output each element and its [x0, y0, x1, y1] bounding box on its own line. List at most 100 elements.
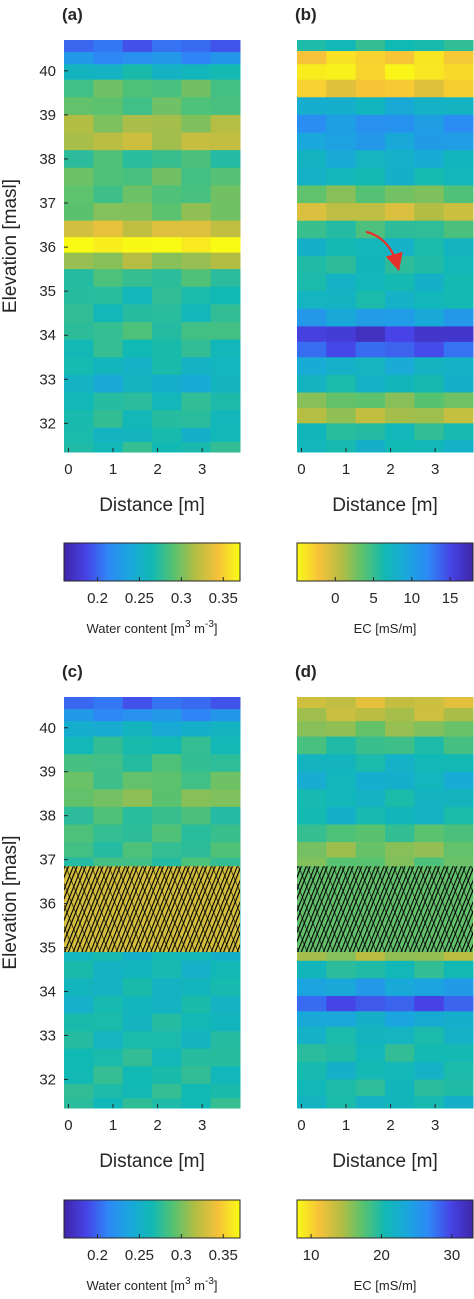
heatmap-cell: [355, 439, 386, 453]
heatmap-cell: [152, 1066, 182, 1085]
heatmap-cell: [64, 52, 94, 65]
heatmap-cell: [181, 114, 212, 134]
heatmap-cell: [385, 995, 415, 1012]
heatmap-cell: [385, 132, 415, 151]
heatmap-cell: [443, 132, 474, 151]
x-axis-label: Distance [m]: [332, 1151, 438, 1172]
heatmap-cell: [443, 392, 474, 409]
heatmap-cell: [297, 806, 327, 825]
heatmap-cell: [355, 978, 386, 997]
heatmap-cell: [64, 269, 94, 288]
heatmap-cell: [93, 1048, 124, 1067]
heatmap-cell: [385, 150, 415, 169]
heatmap-cell: [93, 442, 124, 453]
heatmap-cell: [443, 824, 474, 843]
y-tick-label: 39: [39, 764, 56, 781]
y-tick-label: 32: [39, 1071, 56, 1088]
heatmap-cell: [414, 754, 445, 773]
heatmap-cell: [122, 1098, 153, 1109]
heatmap-cell: [385, 308, 415, 327]
heatmap-cell: [326, 150, 357, 169]
heatmap-cell: [385, 185, 415, 204]
heatmap-cell: [181, 322, 212, 341]
heatmap-cell: [152, 736, 182, 755]
heatmap-cell: [385, 220, 415, 239]
heatmap-cell: [355, 114, 386, 134]
heatmap-cell: [443, 326, 474, 343]
heatmap-cell: [181, 842, 212, 858]
heatmap-cell: [64, 220, 94, 238]
heatmap-cell: [181, 1098, 212, 1109]
heatmap-cell: [297, 326, 327, 343]
heatmap-cell: [210, 789, 241, 808]
heatmap-cell: [297, 842, 327, 858]
colorbar-tick-label: 10: [403, 590, 420, 607]
heatmap-cell: [414, 771, 445, 790]
heatmap-cell: [152, 960, 182, 979]
panel-label: (d): [295, 662, 317, 681]
heatmap-cell: [297, 1061, 327, 1080]
heatmap-cell: [181, 220, 212, 238]
heatmap-cell: [181, 40, 212, 53]
heatmap-cell: [210, 754, 241, 773]
heatmap-cell: [297, 736, 327, 755]
heatmap-cell: [64, 167, 94, 186]
heatmap-cell: [122, 824, 153, 843]
heatmap-cell: [152, 322, 182, 341]
heatmap-cell: [181, 185, 212, 204]
heatmap-cell: [152, 995, 182, 1014]
heatmap-cell: [297, 721, 327, 738]
colorbar: [296, 542, 474, 582]
heatmap-cell: [297, 185, 327, 204]
colorbar-tick-label: 30: [444, 1247, 461, 1264]
heatmap-cell: [443, 341, 474, 358]
heatmap-cell: [326, 1044, 357, 1063]
heatmap-cell: [210, 392, 241, 411]
heatmap-cell: [210, 374, 241, 394]
heatmap-cell: [326, 1011, 357, 1028]
heatmap-cell: [122, 1066, 153, 1085]
heatmap-cell: [152, 203, 182, 222]
heatmap-cell: [181, 824, 212, 843]
heatmap-cell: [414, 40, 445, 52]
heatmap-cell: [385, 374, 415, 394]
heatmap-cell: [414, 374, 445, 394]
heatmap-cell: [152, 824, 182, 843]
heatmap-cell: [64, 392, 94, 411]
heatmap-cell: [64, 150, 94, 169]
heatmap-cell: [297, 374, 327, 394]
colorbar-tick-label: 0.3: [171, 1247, 192, 1264]
heatmap-cell: [355, 291, 386, 310]
heatmap-cell: [122, 842, 153, 858]
heatmap-cell: [414, 132, 445, 151]
panel-a: 0 1 2 3 Distance [m] 32 33 34 35 36 37 38 39 40 Elevat…: [0, 5, 241, 636]
heatmap-cell: [210, 269, 241, 288]
heatmap-cell: [122, 52, 153, 65]
heatmap-cell: [385, 79, 415, 98]
heatmap-cell: [414, 203, 445, 222]
heatmap-cell: [181, 304, 212, 323]
heatmap-cell: [414, 97, 445, 116]
heatmap-cell: [355, 238, 386, 257]
heatmap-cell: [355, 308, 386, 327]
heatmap-cell: [122, 150, 153, 169]
heatmap-cell: [64, 185, 94, 204]
heatmap-cell: [122, 64, 153, 81]
heatmap-cell: [181, 374, 212, 394]
heatmap-cell: [414, 1044, 445, 1063]
heatmap-cell: [326, 771, 357, 790]
heatmap-cell: [122, 978, 153, 997]
heatmap-cell: [326, 995, 357, 1012]
heatmap-cell: [152, 374, 182, 394]
heatmap-cell: [385, 114, 415, 134]
heatmap-cell: [210, 978, 241, 997]
heatmap-cell: [355, 1095, 386, 1109]
heatmap-cell: [355, 374, 386, 394]
heatmap-cell: [414, 79, 445, 98]
heatmap-cell: [64, 995, 94, 1014]
heatmap-cell: [210, 1031, 241, 1050]
heatmap-cell: [385, 1061, 415, 1080]
heatmap-cell: [122, 252, 153, 270]
heatmap-cell: [64, 357, 94, 376]
heatmap-cell: [443, 1011, 474, 1028]
